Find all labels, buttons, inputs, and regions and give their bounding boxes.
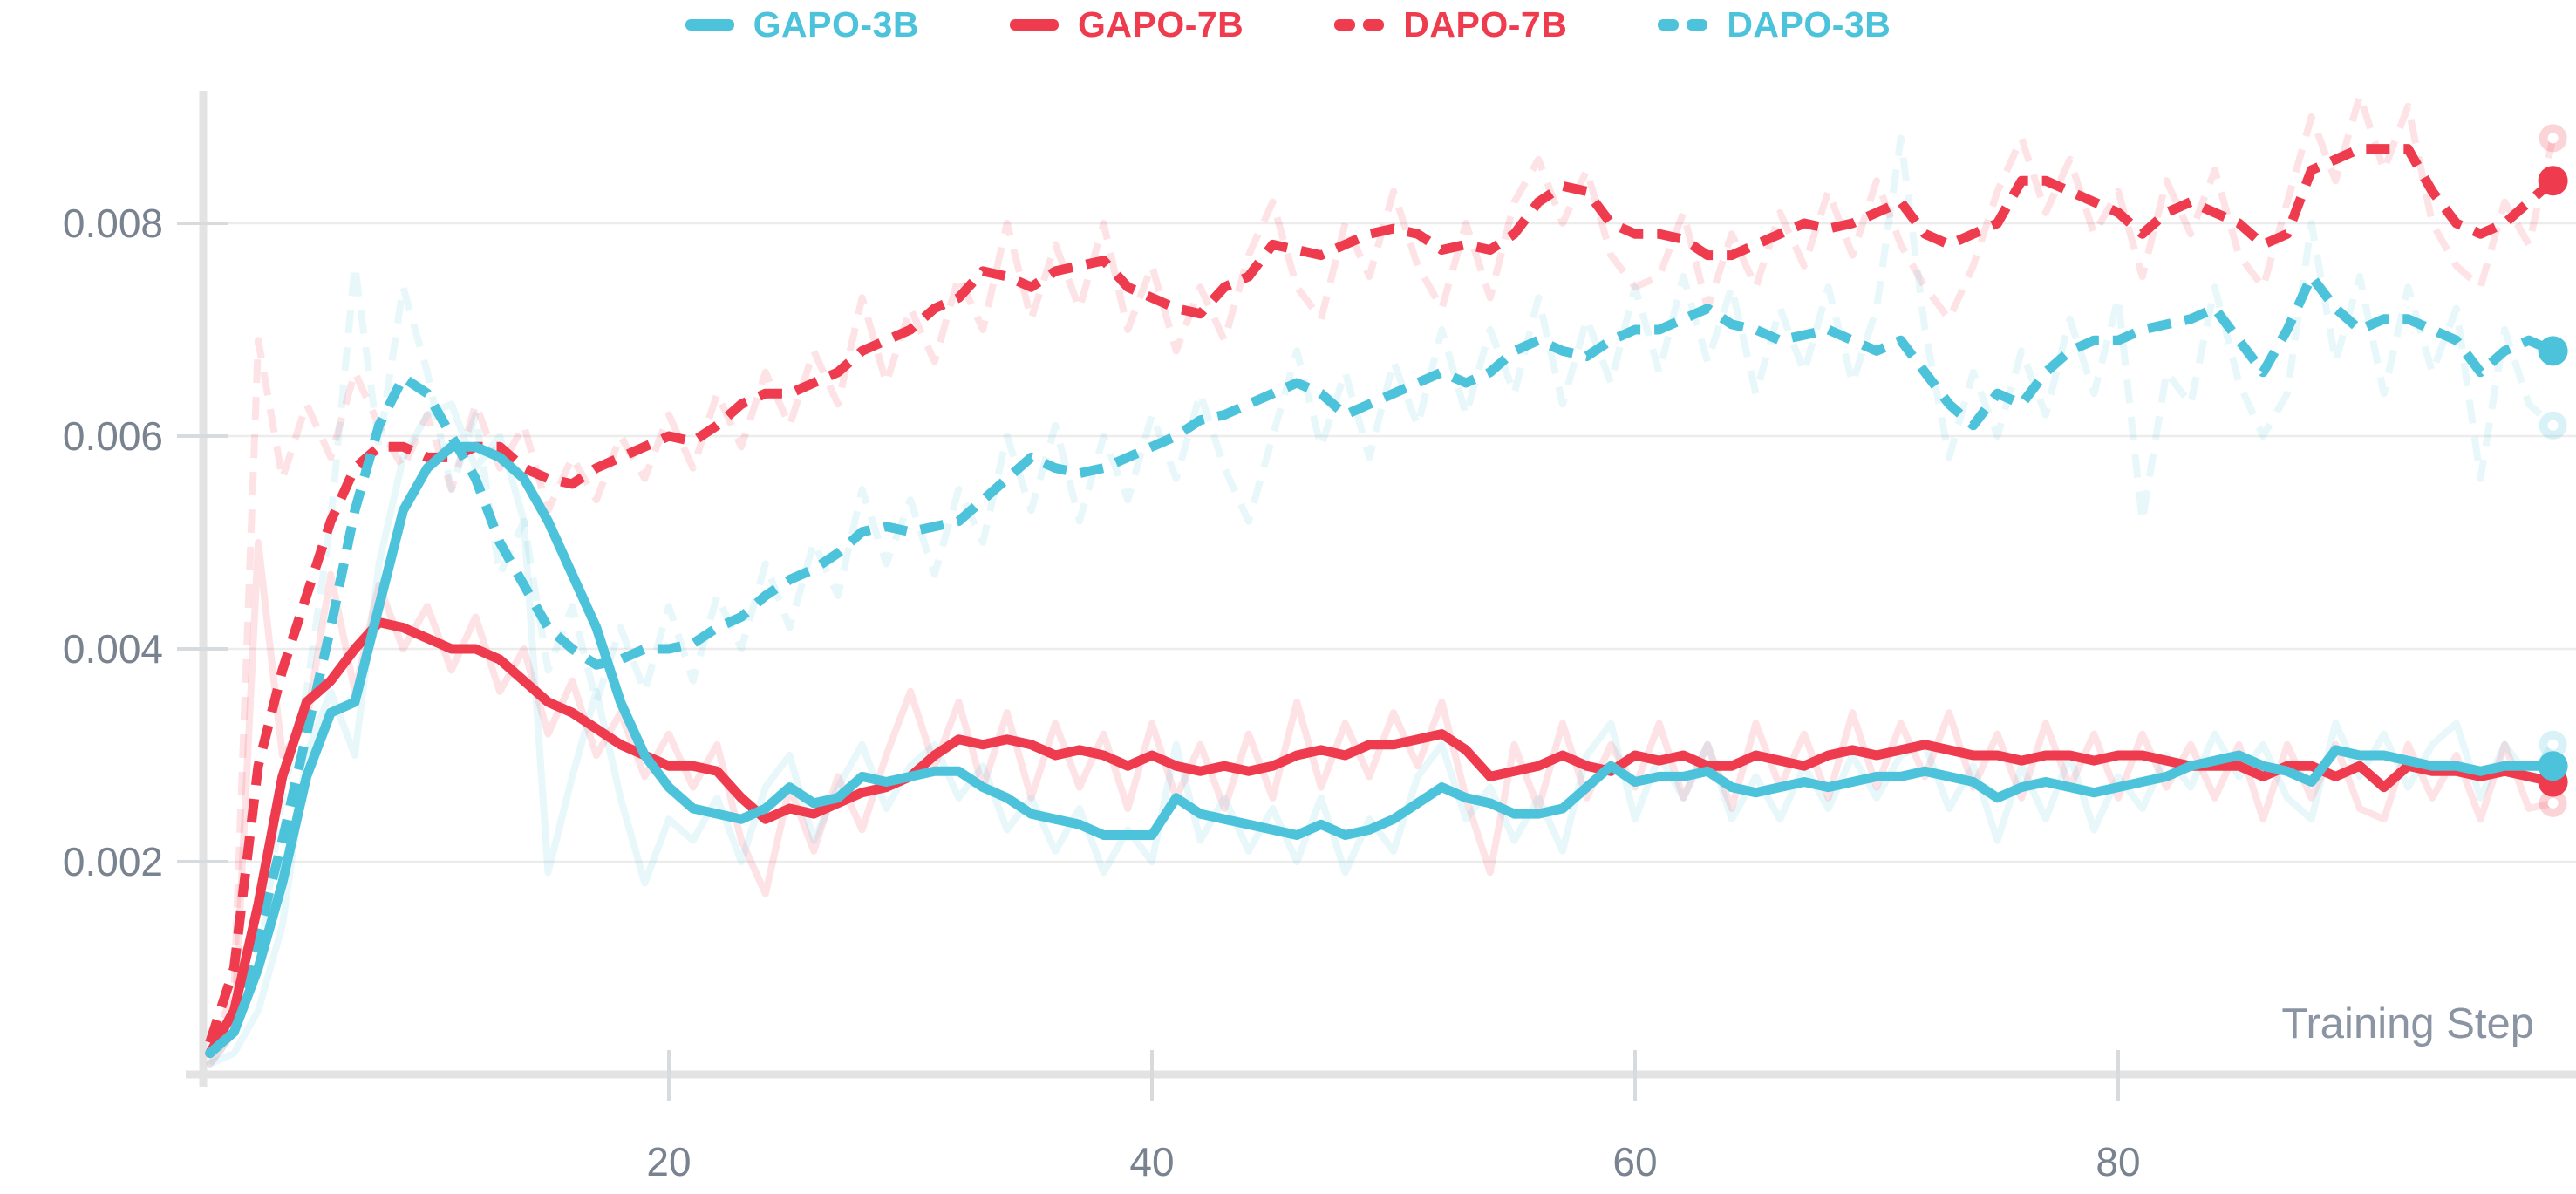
line-dapo-3b-raw	[207, 134, 2556, 1067]
y-tick-label-0.002: 0.002	[63, 839, 163, 884]
x-axis-title: Training Step	[2281, 1000, 2534, 1047]
end-dot-core-dapo-7b-raw	[2547, 133, 2559, 144]
end-dot-dapo-7b	[2538, 166, 2568, 196]
legend-label: DAPO-7B	[1403, 3, 1568, 44]
legend-label: DAPO-3B	[1727, 3, 1891, 44]
line-dapo-3b	[206, 271, 2555, 1056]
end-dot-dapo-3b	[2538, 336, 2568, 366]
line-gapo-7b-raw	[206, 539, 2557, 1068]
legend-item-gapo-3b: GAPO-3B	[685, 4, 919, 45]
legend-swatch-dashed-cyan-icon	[1658, 18, 1708, 31]
end-dot-core-dapo-3b-raw	[2547, 420, 2559, 431]
x-tick-label-40: 40	[1129, 1139, 1174, 1184]
y-tick-label-0.004: 0.004	[63, 626, 163, 672]
x-tick-label-60: 60	[1612, 1139, 1657, 1184]
legend-item-dapo-3b: DAPO-3B	[1658, 4, 1891, 45]
legend-swatch-solid-red-icon	[1009, 18, 1059, 31]
line-dapo-7b-raw	[206, 92, 2557, 1055]
legend-swatch-solid-cyan-icon	[685, 18, 734, 31]
x-tick-label-80: 80	[2096, 1139, 2140, 1184]
legend-item-gapo-7b: GAPO-7B	[1009, 3, 1244, 45]
legend-label: GAPO-3B	[753, 3, 919, 44]
line-gapo-7b	[205, 617, 2559, 1059]
legend-item-dapo-7b: DAPO-7B	[1334, 4, 1567, 45]
legend-swatch-dashed-red-icon	[1334, 18, 1385, 31]
line-dapo-7b	[205, 144, 2557, 1045]
y-tick-label-0.008: 0.008	[63, 201, 163, 246]
chart-legend: GAPO-3B GAPO-7B DAPO-7B DAPO-3B	[0, 2, 2576, 47]
x-tick-label-20: 20	[646, 1139, 691, 1184]
legend-label: GAPO-7B	[1077, 3, 1244, 44]
end-dot-gapo-3b	[2538, 751, 2568, 781]
y-tick-label-0.006: 0.006	[63, 413, 163, 459]
line-gapo-3b-raw	[206, 400, 2557, 1068]
end-dot-core-gapo-7b-raw	[2547, 797, 2559, 809]
end-dot-core-gapo-3b-raw	[2547, 739, 2559, 750]
line-gapo-3b	[205, 441, 2559, 1059]
